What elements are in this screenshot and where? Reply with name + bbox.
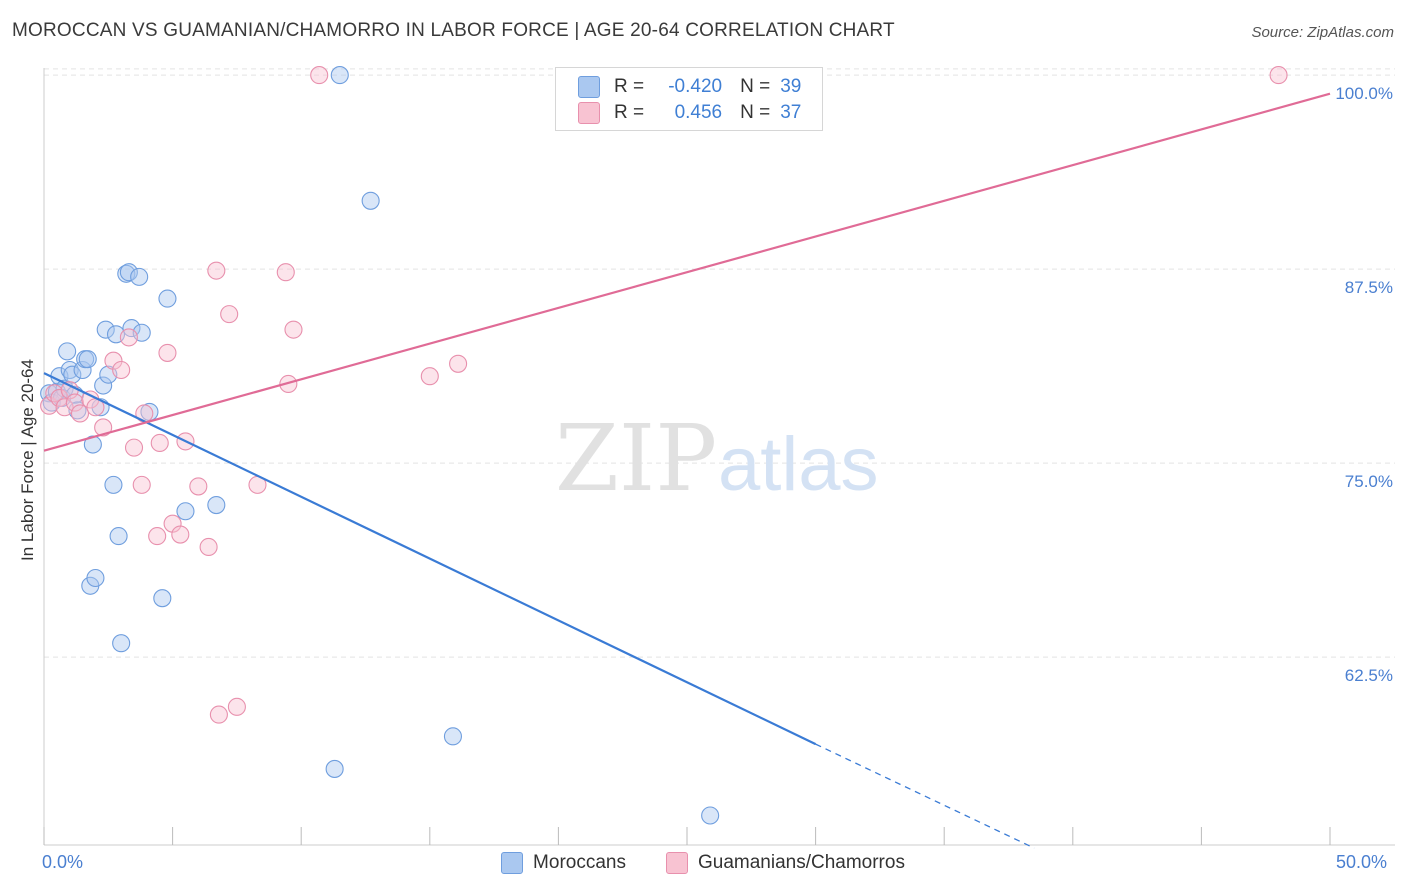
y-tick-labels: 62.5% 75.0% 87.5% 100.0% [1335,84,1393,685]
watermark-zip: ZIP [555,405,717,512]
x-tick-label-min: 0.0% [42,852,84,872]
moroccans-point [443,727,462,746]
guamanians-point [1269,66,1288,85]
y-tick-label: 100.0% [1335,84,1393,103]
moroccans-point [73,360,92,380]
axes [43,68,1395,846]
guamanians-legend-swatch [665,852,688,874]
guamanians-point [94,418,113,437]
moroccans-point [78,350,97,369]
guamanians-point [132,475,151,494]
moroccans-point [176,502,195,521]
moroccans-point [119,263,138,282]
guamanians-point [276,263,295,282]
guamanians-point [220,305,239,324]
guamanians-point [119,328,138,347]
guamanians-trend-line [43,92,1331,452]
moroccans-point [207,496,226,515]
guamanians-point [70,404,90,423]
gridlines [44,68,1395,658]
guamanians-point [209,705,228,724]
guamanians-point [158,343,177,362]
moroccans-point [60,360,79,380]
y-tick-label: 62.5% [1345,666,1393,685]
moroccans-point [104,475,123,494]
n-label: N = [740,102,771,123]
watermark: ZIP atlas [555,405,879,512]
correlation-legend: R = -0.420 N = 39 R = 0.456 N = 37 [555,67,823,131]
legend-item-guamanians: Guamanians/Chamorros [665,852,905,874]
moroccans-point [361,191,380,210]
moroccans-point [130,267,149,286]
source-label: Source: ZipAtlas.com [1251,24,1394,41]
moroccans-point [86,568,105,588]
n-label: N = [740,76,771,97]
moroccans-r-value: -0.420 [668,76,723,97]
series-legend: Moroccans Guamanians/Chamorros [0,852,1406,874]
legend-item-moroccans: Moroccans [501,852,626,874]
guamanians-point [207,261,226,280]
guamanians-swatch [578,102,600,124]
r-label: R = [614,102,645,123]
legend-row-guamanians: R = 0.456 N = 37 [578,101,819,125]
guamanians-point [112,360,131,380]
r-label: R = [614,76,645,97]
moroccans-point [325,759,344,778]
guamanians-r-value: 0.456 [674,102,723,123]
moroccans-trend-line [43,372,817,746]
guamanians-point [150,433,169,453]
moroccans-point [63,365,82,384]
guamanians-point [227,697,246,716]
moroccans-trend-extension [815,743,1035,849]
moroccans-point [58,342,77,361]
guamanians-point [420,367,439,386]
moroccans-point [109,527,128,546]
guamanians-n-value: 37 [780,102,802,123]
guamanians-point [65,393,84,412]
guamanians-point [284,320,303,339]
y-tick-label: 75.0% [1345,472,1393,491]
watermark-atlas: atlas [718,422,879,507]
x-tick-label-max: 50.0% [1336,852,1388,872]
moroccans-point [112,634,131,653]
moroccans-point [96,320,115,339]
guamanians-point [171,525,190,544]
moroccans-point [701,806,720,825]
guamanians-point [449,354,468,373]
guamanians-point [148,527,167,546]
guamanians-legend-label: Guamanians/Chamorros [697,852,905,873]
moroccans-point [83,435,102,454]
moroccans-point [153,589,172,608]
moroccans-point [94,376,113,395]
moroccans-point [158,289,177,308]
moroccans-point [330,66,349,85]
y-tick-label: 87.5% [1345,278,1393,297]
guamanians-point [55,398,74,417]
chart-title: MOROCCAN VS GUAMANIAN/CHAMORRO IN LABOR … [12,20,895,41]
trend-lines [43,92,1331,849]
moroccans-legend-swatch [501,852,524,874]
moroccans-n-value: 39 [780,76,802,97]
guamanians-point [310,66,329,85]
guamanians-point [199,537,218,557]
data-points [40,66,1288,825]
guamanians-point [104,351,123,370]
moroccans-swatch [578,76,600,98]
guamanians-point [189,477,208,496]
legend-row-moroccans: R = -0.420 N = 39 [578,75,819,99]
moroccans-legend-label: Moroccans [533,852,626,873]
guamanians-point [124,438,144,457]
